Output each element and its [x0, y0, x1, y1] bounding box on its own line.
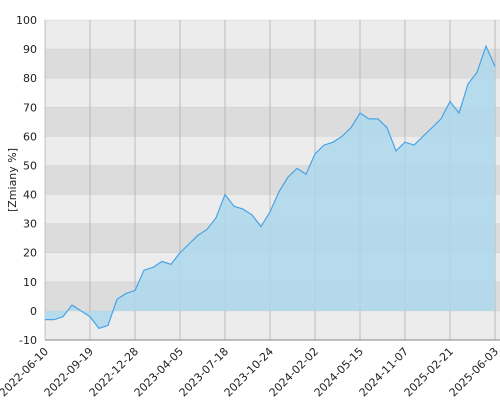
y-tick-label: 50: [23, 159, 37, 172]
band: [45, 107, 500, 137]
y-tick-label: 30: [23, 218, 37, 231]
y-axis-label: [Zmiany %]: [6, 148, 19, 212]
y-tick-label: 80: [23, 72, 37, 85]
line: [45, 44, 496, 330]
y-tick-label: 100: [16, 14, 37, 27]
y-tick-label: 20: [23, 247, 37, 260]
area: [45, 46, 495, 329]
band: [45, 310, 500, 340]
y-tick-label: 60: [23, 130, 37, 143]
band: [45, 78, 500, 108]
band: [45, 20, 500, 50]
y-tick-label: 10: [23, 276, 37, 289]
y-tick-label: 40: [23, 189, 37, 202]
y-tick-label: -10: [19, 334, 37, 347]
y-tick-label: 90: [23, 43, 37, 56]
y-tick-label: 70: [23, 101, 37, 114]
band: [45, 49, 500, 79]
y-tick-label: 0: [30, 305, 37, 318]
